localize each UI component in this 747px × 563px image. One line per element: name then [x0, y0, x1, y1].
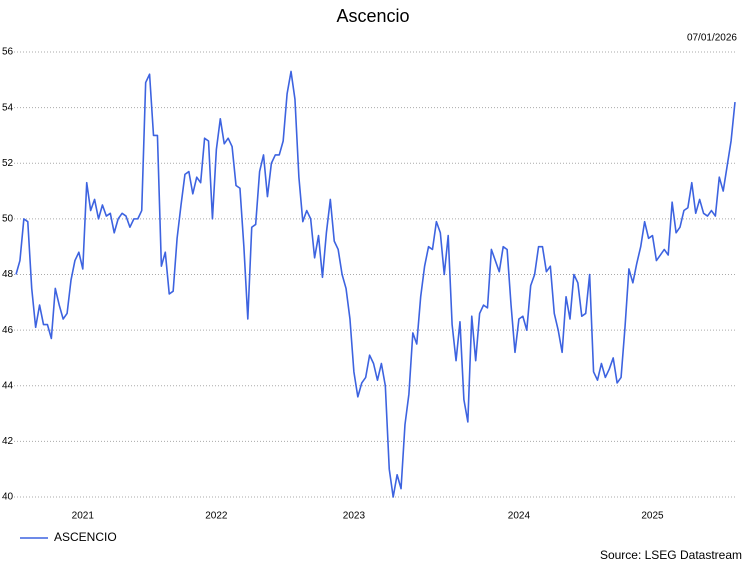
y-tick-label: 46 [2, 325, 14, 336]
x-tick-label: 2021 [72, 511, 95, 522]
y-tick-label: 54 [2, 102, 14, 113]
x-tick-label: 2022 [205, 511, 228, 522]
x-tick-label: 2025 [641, 511, 664, 522]
x-tick-label: 2024 [508, 511, 531, 522]
y-tick-label: 48 [2, 269, 14, 280]
y-tick-label: 56 [2, 47, 14, 58]
source: Source: LSEG Datastream [600, 548, 742, 562]
y-tick-label: 42 [2, 436, 14, 447]
legend-label: ASCENCIO [54, 530, 117, 544]
chart-title: Ascencio [336, 6, 409, 26]
line [15, 70, 736, 498]
y-tick-label: 52 [2, 158, 14, 169]
date: 07/01/2026 [687, 33, 737, 44]
y-tick-label: 50 [2, 214, 14, 225]
y-tick-label: 44 [2, 380, 14, 391]
y-tick-label: 40 [2, 492, 14, 503]
x-tick-label: 2023 [343, 511, 366, 522]
